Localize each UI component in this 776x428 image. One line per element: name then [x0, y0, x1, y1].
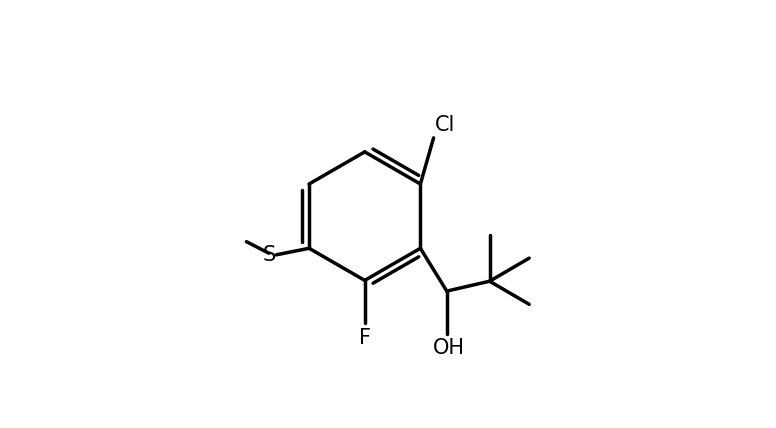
Text: S: S — [262, 245, 275, 265]
Text: OH: OH — [432, 338, 464, 358]
Text: F: F — [359, 328, 371, 348]
Text: Cl: Cl — [435, 115, 456, 135]
